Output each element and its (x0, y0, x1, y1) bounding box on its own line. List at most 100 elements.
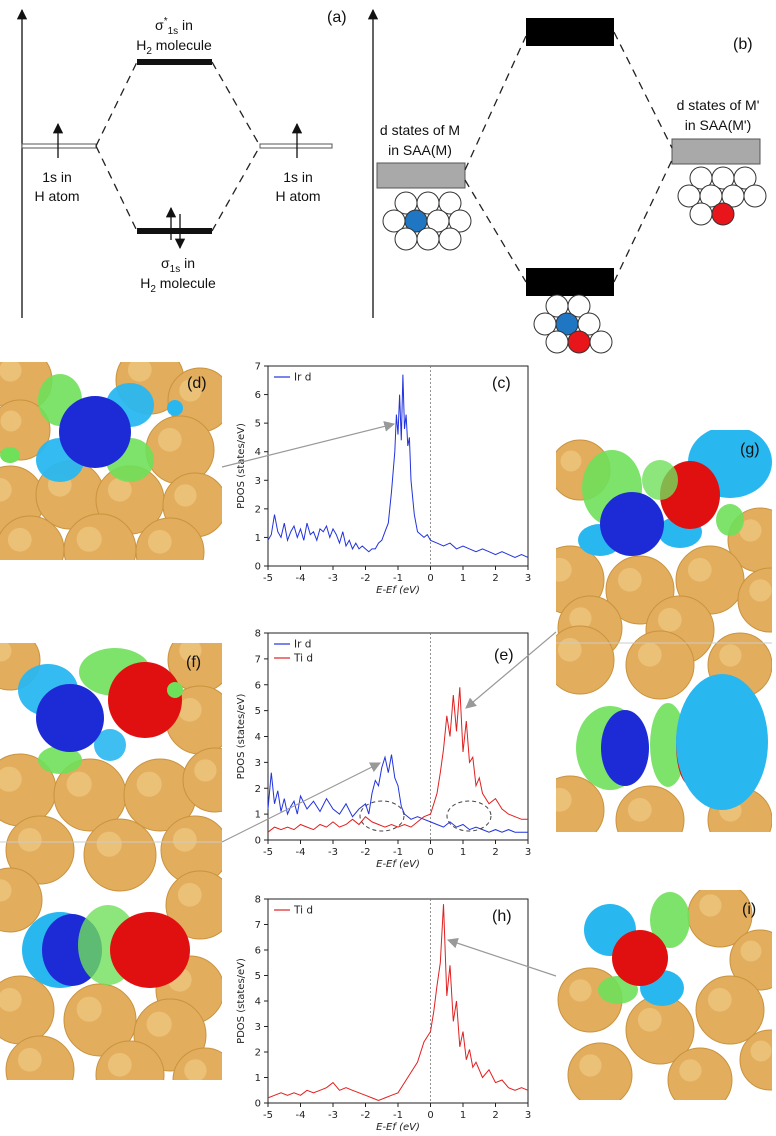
gold-atom-highlight (96, 831, 122, 857)
legend-label: Ti d (293, 905, 313, 917)
series-line-ir-d (267, 754, 528, 833)
y-tick-label: 4 (255, 732, 261, 743)
gold-atom (135, 517, 205, 560)
gold-atom-highlight (147, 529, 172, 554)
gold-atom (0, 867, 43, 933)
gold-atom-highlight (174, 484, 197, 507)
panel-b: (b) d states of M in SAA(M) d states of … (367, 8, 767, 354)
y-tick-label: 1 (255, 1073, 261, 1084)
gold-atom-highlight (0, 362, 22, 382)
x-tick-label: -4 (296, 573, 306, 584)
arrow-i-to-h (446, 937, 557, 977)
gold-atom-highlight (146, 1011, 172, 1037)
gold-atom-highlight (184, 1059, 207, 1080)
gold-atom (556, 775, 605, 832)
gold-atom-highlight (172, 827, 197, 852)
x-tick-label: 3 (525, 1110, 531, 1121)
gold-atom-highlight (679, 1059, 702, 1082)
y-axis-label: PDOS (states/eV) (236, 423, 247, 509)
mo-connectors-b (464, 31, 673, 283)
right-atom-label-2: H atom (275, 188, 320, 204)
gold-atom-highlight (0, 987, 22, 1012)
x-axis-label: E-Ef (eV) (376, 585, 420, 596)
d-states-Mprime-label-2: in SAA(M') (685, 117, 751, 133)
y-tick-label: 6 (255, 680, 261, 691)
x-tick-label: 1 (460, 1110, 466, 1121)
x-tick-label: -4 (296, 847, 306, 858)
x-tick-label: -2 (361, 1110, 371, 1121)
left-1s-level (21, 143, 97, 149)
x-axis-label: E-Ef (eV) (376, 1122, 420, 1133)
y-tick-label: 3 (255, 476, 261, 487)
host-atom-icon (416, 227, 440, 251)
gold-atom-highlight (17, 827, 42, 852)
antibonding-level-b (526, 18, 614, 46)
antibonding-label: σ*1s in (155, 16, 193, 37)
y-axis-label: PDOS (states/eV) (236, 693, 247, 779)
pdos-chart-e: -5 -4 -3 -2 -1 0 1 2 3 0 1 2 3 4 5 6 7 8 Ir d Ti d PDOS (sta… (236, 629, 531, 871)
gold-atom-highlight (76, 996, 102, 1022)
x-tick-label: -5 (263, 847, 273, 858)
gold-atom-highlight (657, 607, 682, 632)
d-states-Mprime-label-1: d states of M' (677, 97, 760, 113)
gold-atom (667, 1047, 733, 1100)
gold-atom-highlight (637, 642, 662, 667)
host-atom-icon (743, 184, 767, 208)
host-atom-icon (689, 202, 713, 226)
host-atom-icon (577, 312, 601, 336)
host-atom-icon (567, 294, 591, 318)
arrow-g-to-e (465, 631, 557, 709)
x-tick-label: 3 (525, 573, 531, 584)
panel-a-tag: (a) (327, 9, 347, 26)
x-tick-label: 0 (427, 573, 433, 584)
left-atom-label-1: 1s in (42, 169, 72, 185)
x-tick-label: -3 (328, 1110, 338, 1121)
y-tick-label: 7 (255, 920, 261, 931)
host-atom-icon (438, 191, 462, 215)
y-tick-label: 0 (255, 1099, 261, 1110)
host-atom-icon (448, 209, 472, 233)
panel-b-tag: (b) (733, 36, 753, 53)
y-tick-label: 0 (255, 562, 261, 573)
gold-atom-highlight (719, 644, 742, 667)
gold-atom-highlight (0, 879, 12, 902)
dopant-atom-icon (567, 330, 591, 354)
gold-atom (0, 515, 65, 560)
y-tick-label: 8 (255, 629, 261, 640)
gold-atom-highlight (0, 766, 22, 792)
x-tick-label: -1 (393, 847, 403, 858)
panel-f-tag: (f) (186, 654, 201, 671)
gold-atom (83, 818, 157, 892)
panel-d-tag: (d) (187, 375, 207, 392)
plot-frame (267, 898, 529, 1104)
d-states-M-label-1: d states of M (380, 122, 460, 138)
panel-e-tag: (e) (494, 647, 514, 664)
arrow-d-to-c (221, 421, 396, 468)
y-tick-label: 6 (255, 946, 261, 957)
x-tick-label: -5 (263, 1110, 273, 1121)
gold-atom-highlight (569, 979, 592, 1002)
left-atom-label-2: H atom (34, 188, 79, 204)
gold-atom (695, 975, 765, 1045)
pointer-arrows (221, 421, 557, 977)
right-atom-label-1: 1s in (283, 169, 313, 185)
series-line-ir-d (267, 374, 529, 558)
gold-atom (615, 785, 685, 832)
gold-atom (172, 1047, 222, 1080)
gold-atom-highlight (136, 771, 162, 797)
gold-atom-highlight (617, 567, 642, 592)
antibonding-label-line2: H2 molecule (136, 37, 212, 57)
panel-i-tag: (i) (742, 901, 756, 918)
gold-atom-highlight (0, 477, 12, 502)
mo-connectors-a (95, 61, 261, 232)
y-tick-label: 7 (255, 362, 261, 373)
legend-label: Ti d (293, 653, 313, 665)
d-states-M-label-2: in SAA(M) (388, 142, 452, 158)
gold-atom-highlight (739, 519, 762, 542)
gold-atom-highlight (556, 787, 572, 812)
gold-atom (625, 630, 695, 700)
cluster-M-Mprime-icon (533, 294, 613, 354)
host-atom-icon (438, 227, 462, 251)
pdos-chart-h: -5 -4 -3 -2 -1 0 1 2 3 0 1 2 3 4 5 6 7 8 Ti d PDOS (states/… (236, 895, 531, 1134)
gold-atom-highlight (127, 362, 152, 382)
